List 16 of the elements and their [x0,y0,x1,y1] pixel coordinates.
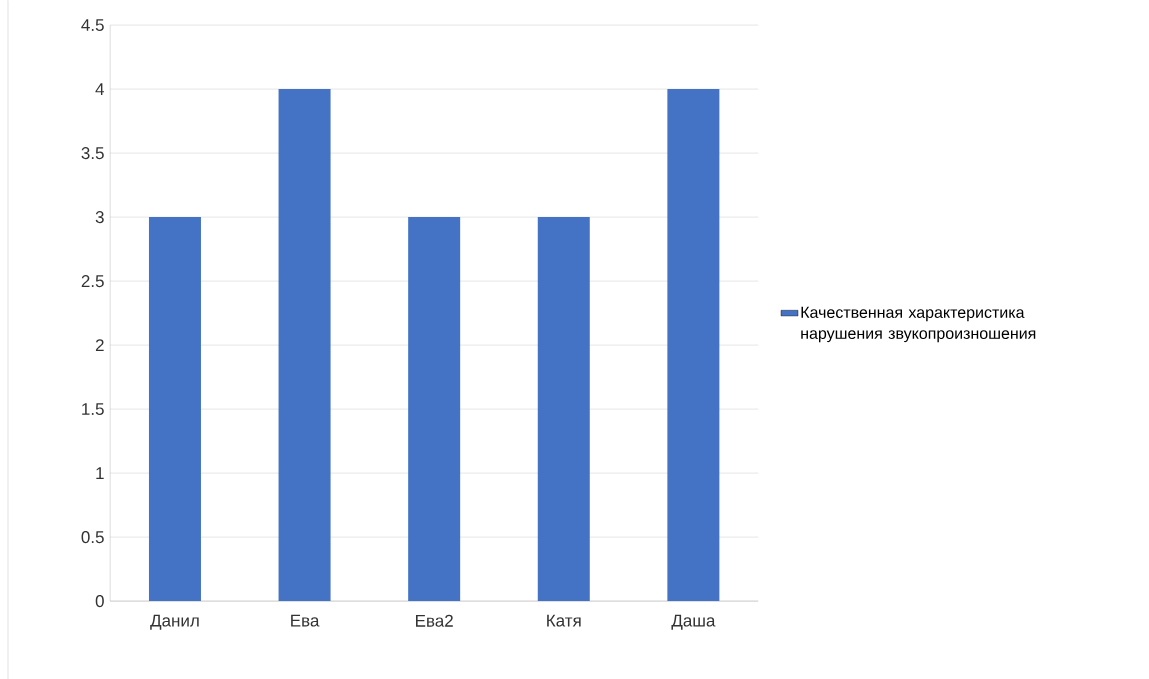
x-tick-label: Данил [150,614,199,630]
y-tick-label: 0 [95,594,104,607]
x-tick-label: Ева [291,614,320,627]
x-tick-label: Ева2 [416,614,453,627]
x-tick-label: Катя [547,614,581,627]
y-tick-label: 3 [95,210,104,223]
y-tick-label: 1.5 [82,402,104,415]
legend-label: Качественная характеристика нарушения звукопроизношения [801,306,1036,343]
y-tick-label: 4 [95,83,105,95]
y-tick-label: 1 [96,467,104,479]
y-tick-label: 0.5 [81,530,104,543]
y-tick-label: 4.5 [81,18,104,31]
x-tick-label: Даша [671,614,716,630]
y-tick-label: 3.5 [81,146,104,159]
y-tick-label: 2.5 [81,274,104,287]
y-tick-label: 2 [95,338,104,351]
